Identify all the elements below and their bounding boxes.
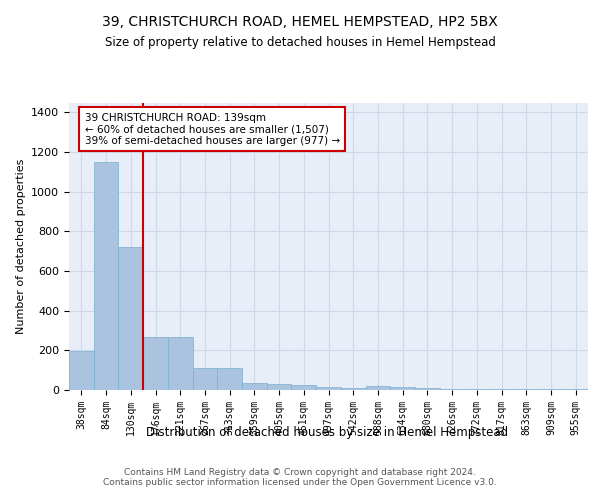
Bar	[94, 162, 118, 390]
Bar	[168, 338, 193, 390]
Bar	[440, 389, 464, 390]
Bar	[69, 352, 94, 390]
Bar	[292, 385, 316, 390]
Bar	[539, 389, 563, 390]
Text: Distribution of detached houses by size in Hemel Hempstead: Distribution of detached houses by size …	[146, 426, 508, 439]
Bar	[217, 368, 242, 390]
Bar	[341, 388, 365, 390]
Bar	[464, 389, 489, 390]
Bar	[242, 383, 267, 390]
Text: 39, CHRISTCHURCH ROAD, HEMEL HEMPSTEAD, HP2 5BX: 39, CHRISTCHURCH ROAD, HEMEL HEMPSTEAD, …	[102, 16, 498, 30]
Y-axis label: Number of detached properties: Number of detached properties	[16, 158, 26, 334]
Bar	[365, 386, 390, 390]
Bar	[193, 368, 217, 390]
Bar	[563, 389, 588, 390]
Bar	[415, 388, 440, 390]
Bar	[143, 338, 168, 390]
Bar	[316, 387, 341, 390]
Bar	[514, 389, 539, 390]
Bar	[390, 387, 415, 390]
Bar	[489, 389, 514, 390]
Text: 39 CHRISTCHURCH ROAD: 139sqm
← 60% of detached houses are smaller (1,507)
39% of: 39 CHRISTCHURCH ROAD: 139sqm ← 60% of de…	[85, 112, 340, 146]
Bar	[118, 247, 143, 390]
Bar	[267, 384, 292, 390]
Text: Contains HM Land Registry data © Crown copyright and database right 2024.
Contai: Contains HM Land Registry data © Crown c…	[103, 468, 497, 487]
Text: Size of property relative to detached houses in Hemel Hempstead: Size of property relative to detached ho…	[104, 36, 496, 49]
